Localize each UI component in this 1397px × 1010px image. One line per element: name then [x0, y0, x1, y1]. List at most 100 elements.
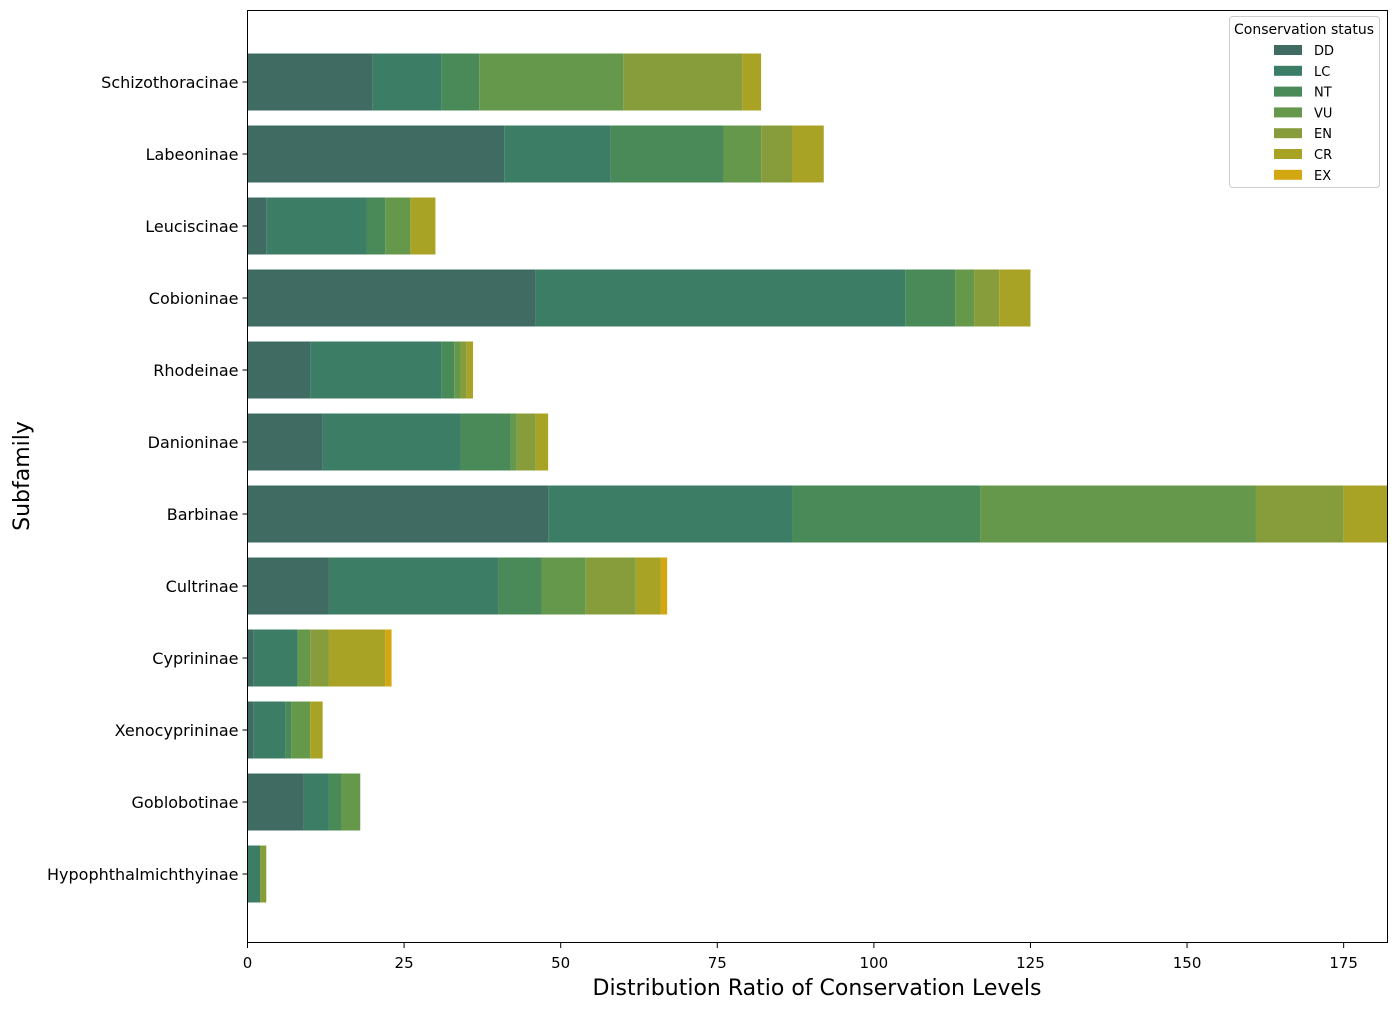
bar-segment-dd [247, 485, 549, 543]
bar-segment-en [460, 341, 467, 399]
bar-segment-dd [247, 773, 304, 831]
bar-segment-dd [247, 341, 311, 399]
legend-label: CR [1314, 148, 1332, 163]
bar-segment-ex [660, 557, 668, 615]
y-axis-label: Subfamily [10, 421, 35, 531]
bar-segment-en [310, 629, 329, 687]
bar-segment-vu [510, 413, 517, 471]
bar-segment-vu [723, 125, 762, 183]
bar-segment-lc [372, 53, 442, 111]
bar-segment-dd [247, 269, 536, 327]
x-tick-label: 50 [551, 954, 570, 972]
bar-segment-en [516, 413, 536, 471]
bar-segment-cr [535, 413, 549, 471]
bar-segment-en [260, 845, 267, 903]
x-tick-label: 0 [243, 954, 253, 972]
y-tick-label: Cyprininae [152, 649, 238, 668]
bar-segment-dd [247, 701, 254, 759]
bar-segment-lc [535, 269, 906, 327]
bar-segment-dd [247, 53, 373, 111]
bar-segment-cr [466, 341, 473, 399]
y-tick-label: Leuciscinae [145, 217, 238, 236]
bar-segment-dd [247, 413, 323, 471]
bar-segment-dd [247, 125, 505, 183]
bar-segment-en [585, 557, 636, 615]
bar-segment-cr [742, 53, 762, 111]
x-tick-label: 75 [708, 954, 727, 972]
bar-segment-nt [285, 701, 292, 759]
x-tick-label: 125 [1016, 954, 1045, 972]
bar-segment-vu [454, 341, 461, 399]
y-axis: Schizothoracinae Labeoninae Leuciscinae Cob… [47, 73, 248, 884]
bar-segment-cr [792, 125, 824, 183]
bar-segment-lc [266, 197, 367, 255]
bar-segment-nt [460, 413, 511, 471]
bar-segment-nt [905, 269, 956, 327]
bar-segment-en [1255, 485, 1344, 543]
y-tick-label: Rhodeinae [153, 361, 238, 380]
y-tick-label: Hypophthalmichthyinae [47, 865, 239, 884]
legend-label: EN [1314, 127, 1332, 142]
bar-segment-nt [441, 341, 455, 399]
bar-segment-vu [385, 197, 411, 255]
bar-segment-lc [303, 773, 329, 831]
bar-segment-ex [385, 629, 392, 687]
bar-segment-nt [610, 125, 724, 183]
bar-segment-lc [504, 125, 611, 183]
x-axis-label: Distribution Ratio of Conservation Level… [593, 976, 1042, 1001]
bar-segment-en [623, 53, 743, 111]
y-tick-label: Cobioninae [149, 289, 239, 308]
bar-segment-lc [253, 701, 286, 759]
y-tick-label: Barbinae [167, 505, 239, 524]
y-tick-label: Labeoninae [146, 145, 239, 164]
bar-segment-cr [635, 557, 661, 615]
legend-label: NT [1314, 86, 1332, 101]
bar-segment-cr [999, 269, 1031, 327]
x-tick-label: 25 [395, 954, 414, 972]
legend-title: Conservation status [1234, 22, 1374, 38]
bar-segment-cr [410, 197, 436, 255]
y-tick-label: Danioninae [148, 433, 239, 452]
legend-label: DD [1314, 44, 1334, 59]
x-tick-label: 100 [860, 954, 889, 972]
legend-swatch-lc [1274, 65, 1302, 76]
bar-segment-cr [1343, 485, 1388, 543]
legend-swatch-vu [1274, 107, 1302, 118]
bar-segment-dd [247, 629, 254, 687]
plot-frame [247, 10, 1388, 943]
bar-segment-vu [541, 557, 586, 615]
bar-segment-lc [247, 845, 261, 903]
legend-swatch-nt [1274, 86, 1302, 97]
bar-segment-cr [328, 629, 386, 687]
bar-segment-lc [328, 557, 499, 615]
bar-segment-nt [498, 557, 542, 615]
bar-segment-lc [548, 485, 793, 543]
x-axis: 0 25 50 75 100 125 150 175 [243, 942, 1358, 972]
bar-segment-vu [479, 53, 624, 111]
legend-label: VU [1314, 106, 1332, 121]
bars-group [247, 53, 1388, 903]
bar-segment-nt [328, 773, 342, 831]
bar-segment-lc [253, 629, 298, 687]
bar-segment-vu [297, 629, 311, 687]
y-tick-label: Goblobotinae [131, 793, 238, 812]
legend-label: EX [1314, 169, 1331, 184]
bar-segment-lc [310, 341, 442, 399]
bar-segment-vu [341, 773, 361, 831]
x-tick-label: 150 [1173, 954, 1202, 972]
legend: Conservation status DD LC NT VU EN CR EX [1229, 16, 1380, 188]
legend-label: LC [1314, 65, 1330, 80]
bar-segment-nt [441, 53, 480, 111]
legend-swatch-cr [1274, 149, 1302, 159]
bar-segment-vu [955, 269, 975, 327]
bar-segment-nt [366, 197, 386, 255]
bar-segment-lc [322, 413, 461, 471]
legend-swatch-ex [1274, 169, 1302, 180]
bar-segment-vu [291, 701, 311, 759]
legend-swatch-dd [1274, 45, 1302, 55]
bar-segment-dd [247, 197, 267, 255]
legend-box [1229, 16, 1380, 188]
bar-segment-en [761, 125, 793, 183]
bar-segment-nt [792, 485, 981, 543]
